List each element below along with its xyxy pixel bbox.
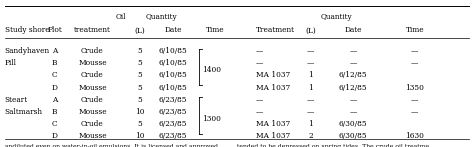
Text: Oil: Oil <box>116 13 126 21</box>
Text: MA 1037: MA 1037 <box>256 120 290 128</box>
Text: 6/12/85: 6/12/85 <box>339 71 367 79</box>
Text: Date: Date <box>345 26 362 34</box>
Text: Date: Date <box>164 26 182 34</box>
Text: 6/30/85: 6/30/85 <box>339 132 367 140</box>
Text: —: — <box>411 47 419 55</box>
Text: Mousse: Mousse <box>78 59 107 67</box>
Text: 10: 10 <box>135 108 145 116</box>
Text: 5: 5 <box>137 84 142 92</box>
Text: Crude: Crude <box>81 96 104 104</box>
Text: (L): (L) <box>305 26 316 34</box>
Text: 6/30/85: 6/30/85 <box>339 120 367 128</box>
Text: 6/23/85: 6/23/85 <box>159 96 187 104</box>
Text: Pill: Pill <box>5 59 17 67</box>
Text: 2: 2 <box>308 132 313 140</box>
Text: —: — <box>307 96 314 104</box>
Text: 5: 5 <box>137 47 142 55</box>
Text: 6/23/85: 6/23/85 <box>159 132 187 140</box>
Text: —: — <box>411 96 419 104</box>
Text: —: — <box>256 108 264 116</box>
Text: A: A <box>52 96 57 104</box>
Text: Mousse: Mousse <box>78 132 107 140</box>
Text: 10: 10 <box>135 132 145 140</box>
Text: MA 1037: MA 1037 <box>256 132 290 140</box>
Text: 6/23/85: 6/23/85 <box>159 108 187 116</box>
Text: 6/10/85: 6/10/85 <box>159 47 187 55</box>
Text: 5: 5 <box>137 59 142 67</box>
Text: Steart: Steart <box>5 96 28 104</box>
Text: 1: 1 <box>308 71 313 79</box>
Text: tended to be depressed on spring tides. The crude oil treatme
generally were fou: tended to be depressed on spring tides. … <box>237 144 446 147</box>
Text: —: — <box>349 47 357 55</box>
Text: 6/12/85: 6/12/85 <box>339 84 367 92</box>
Text: 5: 5 <box>137 71 142 79</box>
Text: Mousse: Mousse <box>78 84 107 92</box>
Text: 5: 5 <box>137 120 142 128</box>
Text: Saltmarsh: Saltmarsh <box>5 108 43 116</box>
Text: Mousse: Mousse <box>78 108 107 116</box>
Text: MA 1037: MA 1037 <box>256 71 290 79</box>
Text: C: C <box>52 120 57 128</box>
Text: Sandyhaven: Sandyhaven <box>5 47 50 55</box>
Text: Quantity: Quantity <box>146 13 177 21</box>
Text: —: — <box>256 59 264 67</box>
Text: MA 1037: MA 1037 <box>256 84 290 92</box>
Text: —: — <box>256 47 264 55</box>
Text: D: D <box>52 84 57 92</box>
Text: 1630: 1630 <box>405 132 424 140</box>
Text: —: — <box>307 47 314 55</box>
Text: Crude: Crude <box>81 47 104 55</box>
Text: Study shore: Study shore <box>5 26 49 34</box>
Text: Time: Time <box>405 26 424 34</box>
Text: treatment: treatment <box>74 26 111 34</box>
Text: 1: 1 <box>308 84 313 92</box>
Text: B: B <box>52 59 57 67</box>
Text: —: — <box>256 96 264 104</box>
Text: 1: 1 <box>308 120 313 128</box>
Text: C: C <box>52 71 57 79</box>
Text: B: B <box>52 108 57 116</box>
Text: —: — <box>307 108 314 116</box>
Text: —: — <box>349 108 357 116</box>
Text: Plot: Plot <box>47 26 62 34</box>
Text: andiluted even on water-in-oil emulsions. It is licensed and approved
by the U.K: andiluted even on water-in-oil emulsions… <box>5 144 218 147</box>
Text: —: — <box>411 59 419 67</box>
Text: Crude: Crude <box>81 120 104 128</box>
Text: Quantity: Quantity <box>321 13 352 21</box>
Text: (L): (L) <box>135 26 145 34</box>
Text: 5: 5 <box>137 96 142 104</box>
Text: 1400: 1400 <box>202 66 221 74</box>
Text: 6/23/85: 6/23/85 <box>159 120 187 128</box>
Text: Time: Time <box>206 26 225 34</box>
Text: 6/10/85: 6/10/85 <box>159 71 187 79</box>
Text: D: D <box>52 132 57 140</box>
Text: —: — <box>349 96 357 104</box>
Text: 6/10/85: 6/10/85 <box>159 84 187 92</box>
Text: —: — <box>349 59 357 67</box>
Text: Crude: Crude <box>81 71 104 79</box>
Text: 6/10/85: 6/10/85 <box>159 59 187 67</box>
Text: A: A <box>52 47 57 55</box>
Text: Treatment: Treatment <box>256 26 295 34</box>
Text: 1350: 1350 <box>405 84 424 92</box>
Text: 1300: 1300 <box>202 115 221 123</box>
Text: —: — <box>307 59 314 67</box>
Text: —: — <box>411 108 419 116</box>
